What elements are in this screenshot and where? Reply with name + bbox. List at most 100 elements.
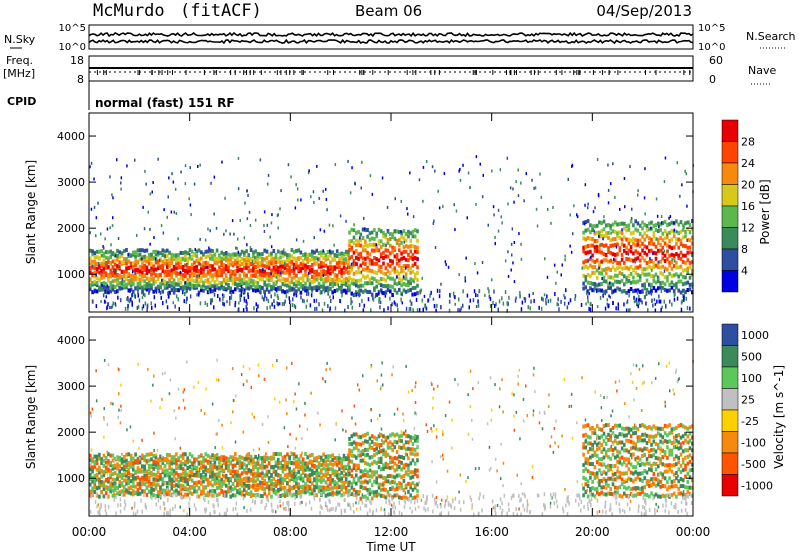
echo-cell (100, 286, 103, 291)
echo-cell (366, 474, 369, 478)
scatter-echo (263, 210, 266, 214)
scatter-echo (418, 178, 421, 182)
echo-cell (344, 472, 348, 477)
echo-cell (326, 483, 330, 488)
echo-cell (691, 226, 694, 231)
echo-cell (675, 272, 678, 277)
echo-cell (347, 259, 350, 264)
ground-scatter (234, 303, 236, 308)
echo-cell (681, 478, 685, 483)
echo-cell (591, 486, 594, 491)
echo-cell (200, 256, 203, 261)
echo-cell (350, 474, 354, 479)
echo-cell (156, 482, 160, 487)
echo-cell (340, 289, 343, 294)
echo-cell (623, 282, 626, 287)
echo-cell (632, 471, 635, 476)
scatter-echo (445, 263, 447, 267)
echo-cell (315, 471, 319, 476)
echo-cell (213, 259, 217, 264)
echo-cell (107, 461, 110, 466)
echo-cell (413, 249, 417, 254)
ground-scatter (468, 305, 470, 310)
echo-cell (604, 492, 608, 497)
echo-cell (132, 489, 135, 494)
scatter-echo (118, 265, 121, 269)
echo-cell (407, 264, 410, 269)
echo-cell (623, 248, 626, 253)
echo-cell (222, 252, 226, 256)
ground-scatter (270, 294, 272, 299)
echo-cell (645, 493, 649, 497)
echo-cell (254, 285, 257, 290)
echo-cell (254, 464, 257, 469)
echo-cell (650, 434, 653, 439)
echo-cell (398, 473, 401, 478)
echo-cell (143, 279, 146, 284)
echo-cell (170, 455, 174, 460)
echo-cell (243, 493, 246, 498)
echo-cell (377, 482, 381, 487)
echo-cell (123, 492, 126, 497)
ground-scatter (269, 305, 271, 310)
echo-cell (391, 235, 394, 239)
scatter-echo (556, 270, 558, 274)
echo-cell (299, 460, 303, 465)
echo-cell (338, 252, 341, 257)
echo-cell (145, 265, 149, 270)
scatter-echo (543, 293, 546, 297)
echo-cell (229, 488, 232, 493)
echo-cell (295, 463, 298, 468)
echo-cell (89, 493, 92, 498)
echo-cell (274, 483, 278, 488)
echo-cell (416, 283, 419, 288)
cpid-label: CPID (7, 95, 36, 108)
echo-cell (213, 464, 217, 469)
echo-cell (236, 252, 239, 257)
echo-cell (290, 248, 294, 253)
echo-cell (359, 243, 363, 248)
scatter-echo (243, 236, 246, 240)
ground-scatter (198, 292, 200, 297)
echo-cell (598, 462, 601, 466)
echo-cell (686, 448, 690, 453)
echo-cell (308, 270, 312, 275)
echo-cell (107, 485, 110, 490)
echo-cell (252, 457, 255, 462)
echo-cell (604, 271, 608, 276)
echo-cell (582, 273, 585, 278)
echo-cell (283, 277, 287, 282)
echo-cell (220, 268, 223, 273)
echo-cell (311, 267, 314, 272)
ground-scatter (229, 296, 231, 301)
scatter-echo (523, 199, 525, 203)
echo-cell (584, 278, 588, 283)
scatter-echo (184, 281, 186, 285)
ground-scatter (344, 308, 346, 313)
echo-cell (398, 459, 401, 464)
echo-cell (143, 482, 146, 487)
scatter-echo (95, 216, 98, 220)
echo-cell (283, 251, 287, 256)
scatter-echo (177, 237, 179, 241)
echo-cell (616, 261, 619, 266)
echo-cell (586, 244, 590, 249)
scatter-echo (171, 172, 173, 176)
echo-cell (170, 467, 174, 472)
echo-cell (313, 261, 316, 266)
echo-cell (335, 254, 339, 258)
echo-cell (254, 474, 257, 479)
scatter-echo (91, 264, 94, 268)
echo-cell (243, 484, 246, 489)
echo-cell (600, 267, 603, 272)
echo-cell (668, 230, 671, 235)
echo-cell (295, 494, 298, 499)
echo-cell (657, 241, 660, 246)
ground-scatter (160, 295, 162, 300)
echo-cell (190, 256, 194, 261)
scatter-echo (213, 175, 216, 179)
echo-cell (370, 446, 374, 450)
echo-cell (629, 477, 633, 482)
echo-cell (265, 277, 269, 282)
echo-cell (409, 266, 412, 270)
